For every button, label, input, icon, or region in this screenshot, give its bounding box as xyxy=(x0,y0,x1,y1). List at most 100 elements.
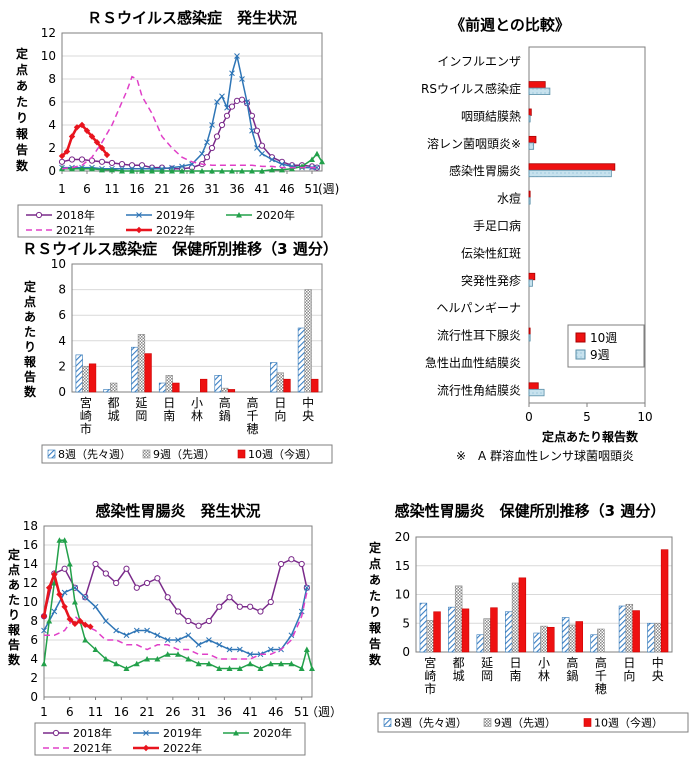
bar-日向-0 xyxy=(618,605,627,653)
data-point xyxy=(258,142,266,149)
data-point xyxy=(279,161,285,167)
legend-swatch xyxy=(237,449,246,459)
x-unit-label: (週) xyxy=(318,182,339,196)
y-axis-label: 点 xyxy=(24,294,36,309)
data-point xyxy=(233,97,241,104)
data-point xyxy=(79,165,85,172)
legend-marker xyxy=(52,729,60,737)
y-tick-label: 8 xyxy=(48,72,56,86)
data-point xyxy=(314,150,320,157)
data-point xyxy=(128,162,136,169)
data-point xyxy=(58,152,66,160)
bar-延岡-0 xyxy=(131,346,139,393)
data-point xyxy=(103,151,111,159)
data-point xyxy=(93,139,101,146)
x-tick-label: 宮 xyxy=(424,655,436,670)
bar-突発性発疹-10週 xyxy=(528,272,536,281)
bar-宮崎市-2 xyxy=(433,611,441,653)
bar-中央-2 xyxy=(311,378,319,393)
data-point xyxy=(247,660,254,667)
data-point xyxy=(73,124,81,131)
data-point xyxy=(247,603,254,610)
data-point xyxy=(253,127,261,134)
data-point xyxy=(169,168,175,174)
series-line-2020年 xyxy=(62,152,323,172)
series-line-2021年 xyxy=(61,75,317,170)
y-tick-label: 8 xyxy=(58,283,66,297)
data-point xyxy=(298,560,305,568)
data-point xyxy=(108,159,116,167)
bar-流行性耳下腺炎-9週 xyxy=(528,334,531,342)
x-tick-label: 南 xyxy=(163,408,175,423)
data-point xyxy=(56,591,63,598)
bar-日南-1 xyxy=(165,375,173,393)
y-tick-label: 6 xyxy=(48,95,56,109)
bar-高鍋-0 xyxy=(214,375,222,393)
data-point xyxy=(154,632,161,639)
x-tick-label: 市 xyxy=(424,681,436,696)
y-axis-label: た xyxy=(24,325,36,339)
legend-box xyxy=(377,712,689,733)
bar-高千穂-0 xyxy=(590,634,598,653)
data-point xyxy=(239,168,245,174)
bar-日向-2 xyxy=(632,610,640,653)
data-point xyxy=(46,618,53,624)
series-line-2018年 xyxy=(61,98,318,170)
y-axis-label: 定 xyxy=(24,279,36,294)
x-tick-label: 11 xyxy=(88,705,103,719)
y-tick-label: 4 xyxy=(30,652,38,666)
x-tick-label: 36 xyxy=(229,182,244,196)
x-tick-label: 延 xyxy=(481,656,493,670)
legend-label: 2019年 xyxy=(156,208,195,222)
data-point xyxy=(82,594,89,601)
data-point xyxy=(289,165,295,172)
data-point xyxy=(314,164,320,171)
y-axis-label: た xyxy=(8,593,20,607)
y-axis-label: た xyxy=(16,95,28,109)
y-tick-label: 6 xyxy=(58,308,66,322)
category-label: 伝染性紅斑 xyxy=(461,245,521,260)
bar-中央-0 xyxy=(297,327,306,393)
legend-swatch xyxy=(575,349,586,360)
data-point xyxy=(133,660,140,667)
bar-小林-2 xyxy=(200,378,208,393)
y-axis-label: 報 xyxy=(24,354,37,369)
bar-中央-0 xyxy=(647,622,655,653)
x-tick-label: 鍋 xyxy=(219,408,231,423)
y-axis-label: 定 xyxy=(369,540,381,555)
bar-日南-0 xyxy=(505,611,513,653)
category-label: 手足口病 xyxy=(473,218,521,233)
bar-高鍋-0 xyxy=(561,617,570,653)
y-axis-label: 告 xyxy=(16,142,28,157)
data-point xyxy=(179,163,185,170)
x-tick-label: 向 xyxy=(623,668,635,683)
bar-宮崎市-0 xyxy=(419,602,428,653)
data-point xyxy=(45,584,53,591)
data-point xyxy=(199,168,205,174)
data-point xyxy=(51,571,58,578)
data-point xyxy=(159,168,165,174)
data-point xyxy=(71,620,79,628)
bar-中央-1 xyxy=(654,622,662,653)
data-point xyxy=(269,156,275,163)
bar-日向-0 xyxy=(270,362,278,393)
x-axis-label: 定点あたり報告数 xyxy=(542,429,639,444)
x-tick-label: 36 xyxy=(217,705,232,719)
data-point xyxy=(249,168,255,174)
y-tick-label: 14 xyxy=(23,557,38,571)
legend-swatch xyxy=(483,718,492,727)
data-point xyxy=(68,156,76,163)
bar-宮崎市-1 xyxy=(82,366,90,393)
y-axis-label: り xyxy=(8,608,20,622)
data-point xyxy=(218,121,226,129)
data-point xyxy=(226,665,233,671)
category-label: インフルエンザ xyxy=(437,55,521,69)
data-point xyxy=(205,617,213,625)
data-point xyxy=(113,579,120,587)
data-point xyxy=(174,608,182,615)
series-line-2018年 xyxy=(43,558,308,627)
x-tick-label: 小 xyxy=(538,656,550,670)
bar-溶レン菌咽頭炎※-9週 xyxy=(528,142,535,150)
data-point xyxy=(236,665,243,671)
